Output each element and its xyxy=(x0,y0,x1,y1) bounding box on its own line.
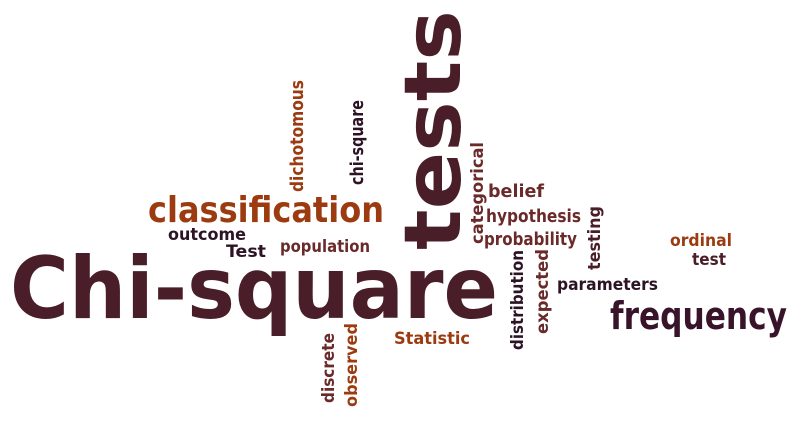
word-expected: expected xyxy=(533,249,553,334)
word-outcome: outcome xyxy=(168,225,246,245)
word-tests: tests xyxy=(389,10,479,250)
word-chi-square-large: Chi-square xyxy=(10,239,498,339)
word-frequency: frequency xyxy=(610,294,787,338)
word-dichotomous: dichotomous xyxy=(287,80,308,192)
word-classification: classification xyxy=(148,190,384,231)
word-observed: observed xyxy=(342,323,362,407)
word-ordinal: ordinal xyxy=(670,231,732,251)
word-hypothesis: hypothesis xyxy=(486,206,581,227)
word-distribution: distribution xyxy=(508,250,528,350)
word-testing: testing xyxy=(585,206,605,270)
word-population: population xyxy=(280,237,370,257)
word-chi-square-small: chi-square xyxy=(347,100,368,185)
word-probability: probability xyxy=(484,229,577,250)
word-parameters: parameters xyxy=(557,275,658,295)
word-test-lower: test xyxy=(692,250,726,270)
word-test-capital: Test xyxy=(226,242,266,262)
word-statistic: Statistic xyxy=(394,329,470,349)
word-discrete: discrete xyxy=(319,333,339,403)
word-categorical: categorical xyxy=(468,142,488,244)
word-belief: belief xyxy=(488,181,544,202)
